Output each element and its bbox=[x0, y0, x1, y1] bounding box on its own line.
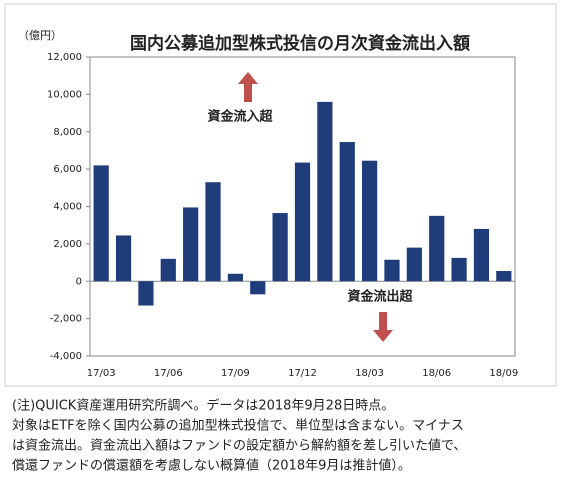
x-tick-label: 17/12 bbox=[288, 368, 317, 379]
annotation: 資金流出超 bbox=[347, 289, 413, 305]
chart-title: 国内公募追加型株式投信の月次資金流出入額 bbox=[130, 33, 470, 54]
note-line: 対象はETFを除く国内公募の追加型株式投信で、単位型は含まない。マイナス bbox=[12, 418, 464, 434]
note-line: は資金流出。資金流出入額はファンドの設定額から解約額を差し引いた値で、 bbox=[12, 438, 466, 454]
y-tick-label: 6,000 bbox=[53, 164, 82, 175]
bar bbox=[138, 281, 154, 306]
bar bbox=[384, 259, 400, 282]
bar bbox=[451, 257, 467, 282]
x-tick-label: 17/03 bbox=[87, 368, 116, 379]
x-tick-label: 17/06 bbox=[154, 368, 183, 379]
bar bbox=[272, 213, 288, 282]
chart-frame bbox=[4, 3, 557, 387]
note-line: 償還ファンドの償還額を考慮しない概算値（2018年9月は推計値）。 bbox=[12, 458, 411, 474]
bar bbox=[339, 142, 355, 282]
bar bbox=[93, 165, 109, 282]
y-tick-label: 12,000 bbox=[47, 52, 82, 63]
x-tick-label: 17/09 bbox=[221, 368, 250, 379]
bar bbox=[227, 273, 243, 282]
bar bbox=[317, 101, 333, 282]
bar bbox=[115, 235, 132, 282]
bar bbox=[406, 247, 422, 282]
y-tick-label: -2,000 bbox=[50, 314, 82, 325]
y-tick-label: 0 bbox=[76, 276, 82, 287]
note-line: (注)QUICK資産運用研究所調べ。データは2018年9月28日時点。 bbox=[12, 398, 394, 414]
bar bbox=[205, 182, 221, 282]
y-tick-label: 4,000 bbox=[53, 202, 82, 213]
annotation: 資金流入超 bbox=[207, 109, 273, 125]
y-tick-label: 10,000 bbox=[47, 89, 82, 100]
y-axis-label: （億円） bbox=[18, 29, 62, 42]
bar bbox=[362, 160, 378, 282]
bar bbox=[429, 215, 445, 282]
y-tick-label: 2,000 bbox=[53, 239, 82, 250]
x-tick-label: 18/03 bbox=[355, 368, 384, 379]
arrow-up bbox=[238, 72, 258, 102]
y-tick-label: -4,000 bbox=[50, 351, 82, 362]
bar bbox=[473, 228, 490, 282]
bar bbox=[294, 162, 311, 282]
bar bbox=[250, 281, 266, 295]
x-tick-label: 18/09 bbox=[489, 368, 518, 379]
y-tick-label: 8,000 bbox=[53, 127, 82, 138]
bar bbox=[160, 258, 176, 282]
arrow-down bbox=[373, 312, 393, 342]
x-tick-label: 18/06 bbox=[422, 368, 451, 379]
bar bbox=[183, 207, 199, 282]
bar bbox=[496, 270, 512, 282]
